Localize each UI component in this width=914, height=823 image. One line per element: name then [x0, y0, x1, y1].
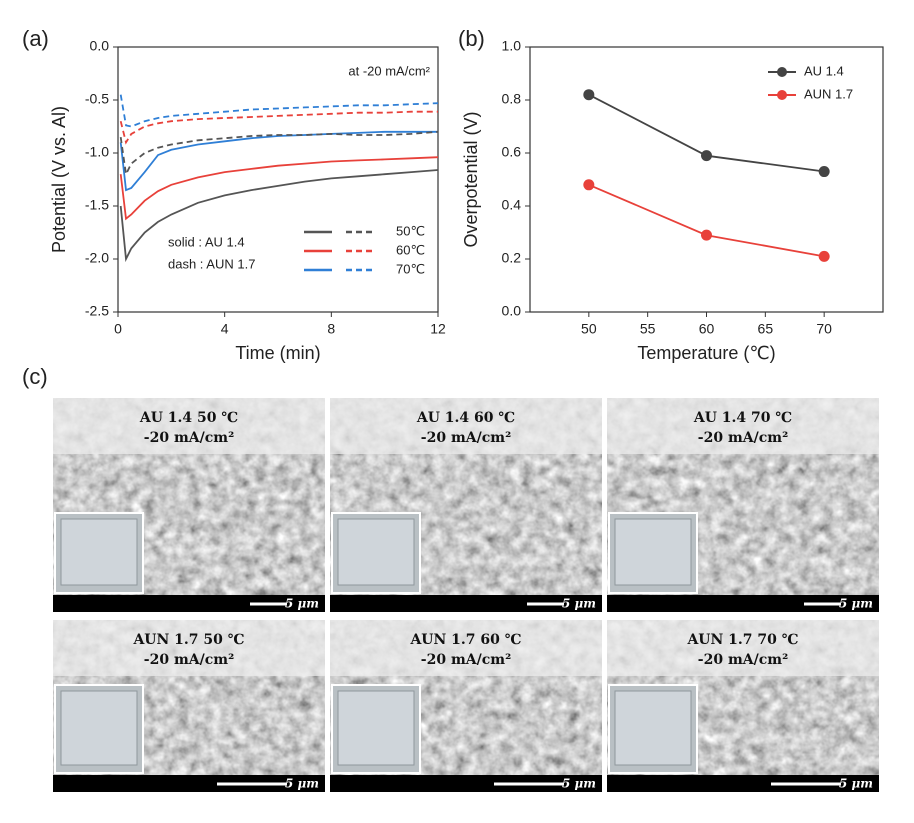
micrograph-title: AU 1.4 60 ℃	[416, 410, 516, 426]
y-tick-label: 1.0	[502, 38, 522, 54]
y-tick-label: 0.0	[90, 38, 110, 54]
micrograph-title: AU 1.4 70 ℃	[693, 410, 793, 426]
x-tick-label: 12	[430, 321, 446, 337]
inset-sample	[60, 690, 138, 766]
scale-label: 5 μm	[562, 597, 596, 611]
scale-label: 5 μm	[285, 777, 319, 791]
scale-strip	[53, 595, 325, 612]
x-axis-label: Time (min)	[235, 343, 320, 363]
inset-sample	[614, 690, 692, 766]
x-tick-label: 0	[114, 321, 122, 337]
x-tick-label: 70	[816, 321, 832, 337]
inset-sample	[337, 690, 415, 766]
series-line	[119, 156, 439, 221]
micrograph-title: AUN 1.7 70 ℃	[686, 632, 798, 648]
legend-label: 50℃	[396, 223, 425, 238]
x-tick-label: 50	[581, 321, 597, 337]
title-band	[330, 398, 602, 454]
x-axis-label: Temperature (℃)	[637, 343, 775, 363]
micrograph-current: -20 mA/cm²	[144, 652, 234, 668]
scale-label: 5 μm	[562, 777, 596, 791]
micrograph-title: AUN 1.7 50 ℃	[132, 632, 244, 648]
y-tick-label: -1.0	[85, 144, 109, 160]
title-band	[607, 398, 879, 454]
x-tick-label: 55	[640, 321, 656, 337]
annotation: at -20 mA/cm²	[348, 63, 430, 78]
y-tick-label: 0.0	[502, 303, 522, 319]
micrograph-title: AU 1.4 50 ℃	[139, 410, 239, 426]
inset-sample	[614, 518, 692, 586]
legend-label: 70℃	[396, 261, 425, 276]
series-line	[119, 94, 439, 128]
x-tick-label: 8	[327, 321, 335, 337]
scale-label: 5 μm	[285, 597, 319, 611]
marker	[701, 150, 712, 162]
x-tick-label: 65	[758, 321, 774, 337]
series-line	[119, 130, 439, 178]
micrograph-current: -20 mA/cm²	[421, 652, 511, 668]
micrograph-current: -20 mA/cm²	[698, 652, 788, 668]
scale-label: 5 μm	[839, 777, 873, 791]
marker	[818, 166, 830, 178]
legend-swatch	[777, 90, 787, 100]
y-tick-label: -2.0	[85, 250, 109, 266]
title-band	[330, 620, 602, 676]
scale-strip	[607, 775, 879, 792]
legend-label: AUN 1.7	[804, 86, 853, 101]
marker	[701, 229, 712, 241]
title-band	[53, 398, 325, 454]
title-band	[53, 620, 325, 676]
scale-label: 5 μm	[839, 597, 873, 611]
legend-swatch	[777, 67, 787, 77]
legend-note: solid : AU 1.4	[168, 234, 245, 249]
series-line	[119, 169, 439, 263]
x-tick-label: 60	[699, 321, 715, 337]
y-tick-label: -0.5	[85, 91, 109, 107]
micrograph-title: AUN 1.7 60 ℃	[409, 632, 521, 648]
y-tick-label: -1.5	[85, 197, 109, 213]
panel-label: (a)	[22, 26, 49, 51]
series-line	[119, 110, 438, 145]
scale-strip	[330, 775, 602, 792]
marker	[583, 89, 595, 101]
micrograph-current: -20 mA/cm²	[698, 430, 788, 446]
inset-sample	[60, 518, 138, 586]
y-axis-label: Potential (V vs. Al)	[49, 106, 69, 253]
scale-strip	[607, 595, 879, 612]
x-tick-label: 4	[221, 321, 229, 337]
title-band	[607, 620, 879, 676]
series-line	[588, 183, 825, 258]
plot-frame	[117, 46, 439, 313]
scale-strip	[330, 595, 602, 612]
panel-label: (b)	[458, 26, 485, 51]
micrograph-current: -20 mA/cm²	[421, 430, 511, 446]
legend-note: dash : AUN 1.7	[168, 256, 255, 271]
micrograph-current: -20 mA/cm²	[144, 430, 234, 446]
inset-sample	[337, 518, 415, 586]
legend-label: AU 1.4	[804, 63, 844, 78]
y-tick-label: -2.5	[85, 303, 109, 319]
panel-label: (c)	[22, 364, 48, 389]
series-line	[119, 130, 438, 192]
marker	[583, 179, 595, 191]
marker	[818, 250, 830, 262]
legend-label: 60℃	[396, 242, 425, 257]
y-tick-label: 0.2	[502, 250, 522, 266]
y-tick-label: 0.8	[502, 91, 522, 107]
y-axis-label: Overpotential (V)	[461, 111, 481, 247]
y-tick-label: 0.4	[502, 197, 522, 213]
scale-strip	[53, 775, 325, 792]
y-tick-label: 0.6	[502, 144, 522, 160]
